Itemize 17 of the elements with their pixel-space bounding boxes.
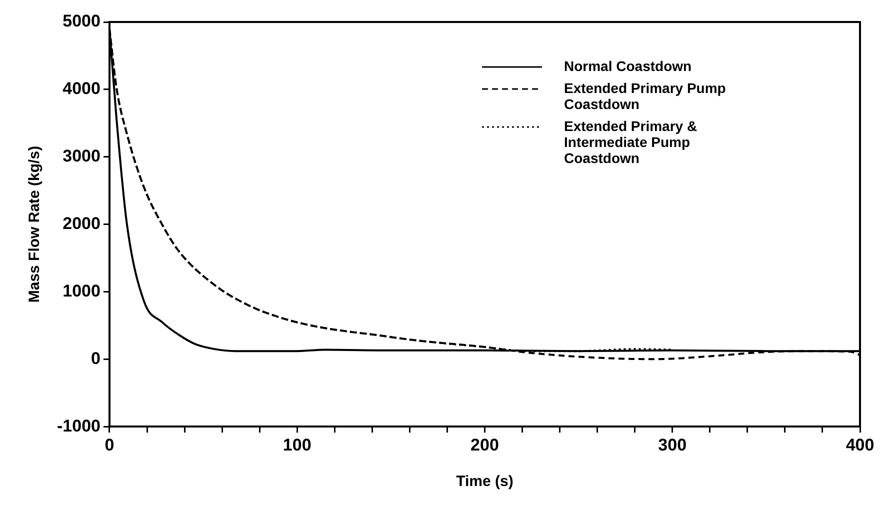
y-tick-label: 0 <box>91 348 100 368</box>
x-axis-title: Time (s) <box>456 473 514 490</box>
x-tick-label: 400 <box>846 435 874 454</box>
y-tick-label: 1000 <box>62 281 100 300</box>
x-tick-label: 200 <box>470 435 499 454</box>
y-tick-label: -1000 <box>56 416 100 436</box>
y-tick-label: 4000 <box>62 79 100 98</box>
x-tick-label: 300 <box>658 435 687 454</box>
legend-label: Extended Primary Pump Coastdown <box>564 80 727 112</box>
y-tick-label: 3000 <box>62 146 100 166</box>
legend-label: Extended Primary & Intermediate Pump Coastdown <box>564 118 698 166</box>
legend-label: Normal Coastdown <box>564 58 693 74</box>
y-axis-title: Mass Flow Rate (kg/s) <box>26 146 44 303</box>
x-tick-label: 100 <box>282 435 312 454</box>
x-tick-label: 0 <box>104 435 114 454</box>
y-tick-label: 2000 <box>62 214 100 233</box>
y-tick-label: 5000 <box>62 12 100 31</box>
